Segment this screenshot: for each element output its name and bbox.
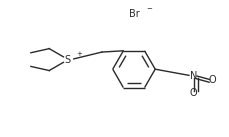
Text: N: N [190,71,197,81]
Text: S: S [65,55,71,65]
Text: −: − [147,6,153,12]
Text: O: O [208,75,216,85]
Text: Br: Br [129,9,140,19]
Text: +: + [76,51,82,57]
Text: O: O [190,88,197,98]
